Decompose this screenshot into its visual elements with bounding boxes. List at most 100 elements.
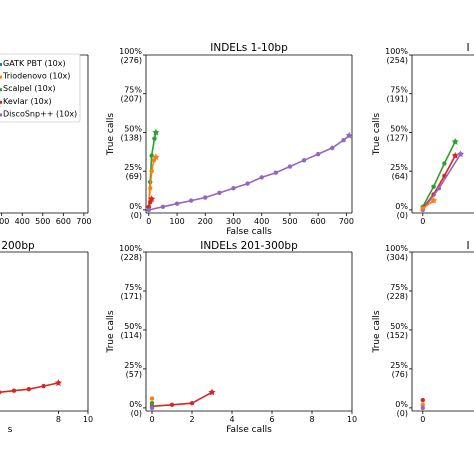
data-point: [217, 190, 222, 196]
series-group: [420, 137, 465, 213]
y-tick-pct: 75%: [124, 86, 142, 95]
legend-item-label: GATK PBT (10x): [3, 59, 66, 68]
data-point: [26, 386, 31, 392]
y-tick-count: (0): [131, 211, 142, 220]
data-point: [287, 164, 293, 169]
legend: GATK PBT (10x) Triodenovo (10x) Scalpel (1…: [0, 53, 81, 123]
series-line: [422, 141, 456, 208]
data-point: [203, 195, 208, 200]
x-tick-label: 6: [269, 415, 274, 424]
y-tick-count: (127): [386, 133, 408, 142]
data-point: [146, 204, 152, 210]
y-tick-count: (207): [120, 95, 142, 104]
x-tick-label: 200: [198, 217, 213, 226]
data-point: [341, 137, 346, 143]
axes-frame: [145, 54, 353, 214]
end-marker: [147, 195, 156, 203]
end-marker: [54, 378, 63, 387]
y-tick-count: (114): [120, 331, 142, 340]
x-tick-label: 8: [56, 415, 61, 424]
series-group: [149, 388, 216, 411]
x-tick-label: 700: [339, 217, 354, 226]
panel-title: I: [466, 42, 469, 54]
data-point: [420, 397, 425, 403]
x-tick-label: 4: [229, 415, 234, 424]
end-marker: [451, 137, 459, 145]
x-tick-label: 500: [282, 217, 297, 226]
series-line: [0, 382, 59, 394]
end-marker: [429, 196, 438, 204]
data-point: [152, 136, 157, 141]
y-tick-count: (228): [386, 292, 408, 301]
x-tick-label: 500: [35, 217, 50, 226]
y-tick-pct: 75%: [390, 283, 408, 292]
y-tick-count: (57): [126, 370, 142, 379]
legend-swatch: [0, 75, 2, 79]
panel-right-top: 0 0%(0) 25%(64) 50%(127) 75%(191) 100%(254) I T…: [372, 42, 474, 226]
data-point: [160, 204, 166, 210]
data-point: [146, 207, 152, 213]
y-tick-pct: 25%: [124, 163, 142, 172]
y-tick-pct: 100%: [385, 47, 408, 56]
panel-left-bottom: 8 10 200bp s: [0, 240, 93, 435]
legend-item-label: DiscoSnp++ (10x): [3, 109, 77, 118]
data-point: [330, 145, 335, 151]
x-tick-label: 400: [254, 217, 269, 226]
y-tick-pct: 50%: [124, 124, 142, 133]
data-point: [174, 201, 180, 206]
data-point: [301, 158, 307, 163]
data-point: [169, 402, 175, 407]
x-tick-label: 0: [146, 217, 151, 226]
data-point: [436, 186, 442, 191]
y-tick-pct: 25%: [390, 163, 408, 172]
y-tick-pct: 25%: [124, 361, 142, 370]
x-tick-label: 0: [420, 217, 425, 226]
legend-swatch: [0, 100, 2, 104]
series-line: [148, 134, 350, 211]
x-tick-label: 300: [0, 217, 9, 226]
data-point: [231, 186, 236, 191]
legend-swatch: [0, 63, 2, 66]
y-tick-pct: 100%: [385, 244, 408, 253]
y-axis-label: True calls: [372, 310, 382, 353]
x-tick-label: 10: [83, 415, 93, 424]
y-tick-pct: 100%: [119, 47, 142, 56]
data-point: [442, 161, 447, 166]
x-tick-label: 8: [309, 415, 314, 424]
axes-frame: [411, 251, 474, 412]
y-axis-label: True calls: [372, 113, 382, 156]
series-group: [0, 378, 63, 395]
chart-panels: 30040050060070001002003004005006007000%(…: [0, 42, 474, 435]
y-tick-pct: 0%: [129, 202, 142, 211]
y-tick-pct: 50%: [390, 124, 408, 133]
x-tick-label: 10: [347, 415, 357, 424]
data-point: [420, 405, 425, 411]
x-axis-label: s: [8, 425, 13, 435]
panel-indels-1-10: 0 100 200 300 400 500 600 700 0%(0) 25%(69) 50%(13…: [106, 42, 354, 237]
legend-item-label: Kevlar (10x): [3, 97, 52, 106]
x-axis-label: False calls: [226, 425, 272, 435]
data-point: [420, 206, 425, 211]
x-tick-label: 100: [169, 217, 184, 226]
y-tick-count: (254): [386, 56, 408, 65]
axes-frame: [0, 251, 89, 412]
legend-box: [0, 53, 81, 123]
legend-swatch: [0, 113, 2, 117]
x-tick-label: 600: [56, 217, 71, 226]
data-point: [149, 168, 154, 174]
y-axis-label: True calls: [106, 310, 116, 353]
y-tick-count: (191): [386, 95, 408, 104]
data-point: [149, 405, 155, 411]
y-tick-count: (276): [120, 56, 142, 65]
data-point: [431, 184, 436, 189]
data-point: [188, 198, 194, 203]
end-marker: [208, 388, 216, 396]
end-marker: [152, 128, 160, 136]
legend-swatch: [0, 88, 2, 92]
panel-title: INDELs 201-300bp: [200, 240, 298, 252]
y-tick-pct: 0%: [395, 400, 408, 409]
data-point: [149, 396, 155, 401]
data-point: [273, 170, 279, 175]
panel-right-bottom: 0 0%(0) 25%(76) 50%(152) 75%(228) 100%(304) I T…: [372, 240, 474, 424]
